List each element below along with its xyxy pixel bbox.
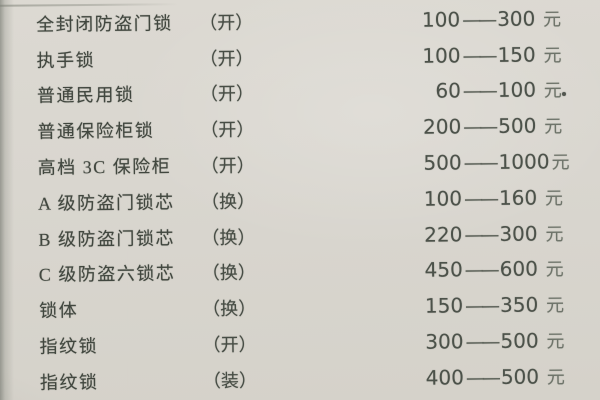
ink-dot <box>562 92 566 96</box>
currency-unit: 元 <box>545 223 564 245</box>
item-name: B 级防盗门锁芯 <box>38 227 176 250</box>
range-separator: —— <box>463 187 497 211</box>
service-type-label: （开） <box>199 83 254 105</box>
range-separator: —— <box>463 152 496 175</box>
range-separator: —— <box>464 259 497 282</box>
price-range: 150 —— 350 元 <box>417 292 564 320</box>
item-name: A 级防盗门锁芯 <box>37 192 175 214</box>
currency-unit: 元 <box>551 152 570 173</box>
currency-unit: 元 <box>543 44 562 66</box>
price-list-row: 指纹锁 （装） 400 —— 500 元 <box>2 358 600 400</box>
price-min: 450 <box>424 257 463 283</box>
item-name: 指纹锁 <box>39 371 99 393</box>
service-type-label: （换） <box>200 191 256 212</box>
item-name: 高档 3C 保险柜 <box>37 156 172 178</box>
service-type-label: （开） <box>199 48 254 69</box>
price-min: 150 <box>424 293 464 318</box>
price-range: 200 —— 500 元 <box>415 113 562 141</box>
range-separator: —— <box>465 331 498 354</box>
service-type-label: （开） <box>200 119 255 141</box>
price-range: 100 —— 150 元 <box>414 41 561 69</box>
range-separator: —— <box>462 80 495 103</box>
item-name: 普通民用锁 <box>36 85 135 107</box>
service-type-label: （开） <box>200 155 255 177</box>
currency-unit: 元 <box>546 367 565 388</box>
price-min: 60 <box>435 78 461 104</box>
range-separator: —— <box>465 295 498 318</box>
currency-unit: 元 <box>545 259 564 280</box>
price-range: 450 —— 600 元 <box>417 256 564 284</box>
item-name: 锁体 <box>39 300 79 322</box>
item-name: 普通保险柜锁 <box>37 120 155 143</box>
price-range: 220 —— 300 元 <box>416 220 563 248</box>
price-min: 100 <box>423 186 463 211</box>
price-max: 300 <box>499 221 538 246</box>
currency-unit: 元 <box>543 9 562 30</box>
price-max: 500 <box>500 328 539 353</box>
price-max: 100 <box>497 78 537 103</box>
item-name: C 级防盗六锁芯 <box>38 263 176 286</box>
price-min: 500 <box>423 150 462 175</box>
price-range: 100 —— 300 元 <box>414 5 561 33</box>
item-name: 执手锁 <box>36 49 96 71</box>
price-range: 100 —— 160 元 <box>416 184 563 212</box>
price-max: 160 <box>498 185 538 210</box>
price-min: 400 <box>425 365 464 390</box>
price-min: 200 <box>422 114 462 139</box>
currency-unit: 元 <box>544 188 564 209</box>
price-max: 150 <box>497 42 536 67</box>
range-separator: —— <box>462 8 495 32</box>
price-min: 220 <box>424 221 463 247</box>
price-min: 300 <box>425 329 464 354</box>
range-separator: —— <box>463 116 496 139</box>
service-type-label: （装） <box>202 370 257 391</box>
currency-unit: 元 <box>546 295 565 316</box>
service-type-label: （换） <box>201 227 256 248</box>
price-range: 300 —— 500 元 <box>417 327 564 355</box>
price-max: 500 <box>498 113 537 139</box>
service-type-label: （换） <box>201 262 256 284</box>
price-range: 60 —— 100 元 <box>415 77 562 105</box>
price-min: 100 <box>421 7 461 32</box>
currency-unit: 元 <box>546 331 565 352</box>
price-max: 300 <box>496 6 536 31</box>
price-max: 500 <box>500 364 540 389</box>
price-max: 350 <box>499 292 539 318</box>
currency-unit: 元 <box>544 116 563 137</box>
range-separator: —— <box>465 366 498 390</box>
price-range: 500 —— 1000 元 <box>415 148 569 176</box>
service-type-label: （开） <box>202 334 257 356</box>
service-type-label: （开） <box>199 12 254 33</box>
range-separator: —— <box>462 44 495 67</box>
item-name: 指纹锁 <box>39 336 99 357</box>
price-max: 1000 <box>498 149 550 174</box>
item-name: 全封闭防盗门锁 <box>36 13 173 35</box>
price-max: 600 <box>499 256 539 282</box>
price-range: 400 —— 500 元 <box>418 363 565 391</box>
price-min: 100 <box>422 42 461 68</box>
range-separator: —— <box>464 223 497 246</box>
service-type-label: （换） <box>202 298 257 320</box>
currency-unit: 元 <box>543 80 562 101</box>
